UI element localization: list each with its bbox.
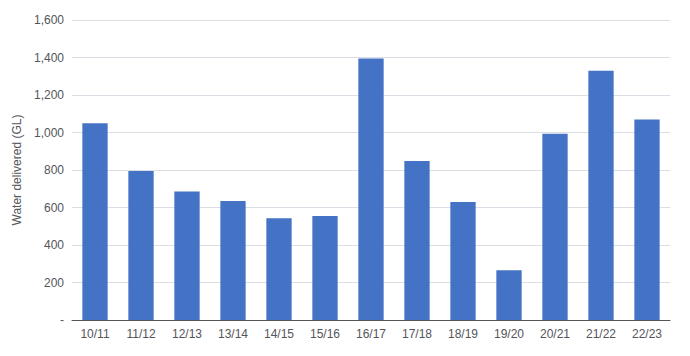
svg-text:-: - (60, 313, 64, 327)
svg-text:1,400: 1,400 (34, 51, 64, 65)
svg-text:800: 800 (44, 163, 64, 177)
svg-text:Water delivered (GL): Water delivered (GL) (10, 115, 24, 226)
svg-text:19/20: 19/20 (494, 327, 524, 341)
svg-text:18/19: 18/19 (448, 327, 478, 341)
svg-text:16/17: 16/17 (356, 327, 386, 341)
svg-text:15/16: 15/16 (310, 327, 340, 341)
svg-text:17/18: 17/18 (402, 327, 432, 341)
svg-text:10/11: 10/11 (80, 327, 109, 341)
svg-text:14/15: 14/15 (264, 327, 294, 341)
svg-text:21/22: 21/22 (586, 327, 616, 341)
svg-text:1,600: 1,600 (34, 13, 64, 27)
svg-text:1,000: 1,000 (34, 126, 64, 140)
svg-text:22/23: 22/23 (632, 327, 662, 341)
svg-text:11/12: 11/12 (126, 327, 155, 341)
svg-text:200: 200 (44, 276, 64, 290)
svg-text:400: 400 (44, 238, 64, 252)
svg-text:12/13: 12/13 (172, 327, 202, 341)
svg-text:1,200: 1,200 (34, 88, 64, 102)
svg-text:600: 600 (44, 201, 64, 215)
svg-text:20/21: 20/21 (540, 327, 570, 341)
svg-text:13/14: 13/14 (218, 327, 248, 341)
